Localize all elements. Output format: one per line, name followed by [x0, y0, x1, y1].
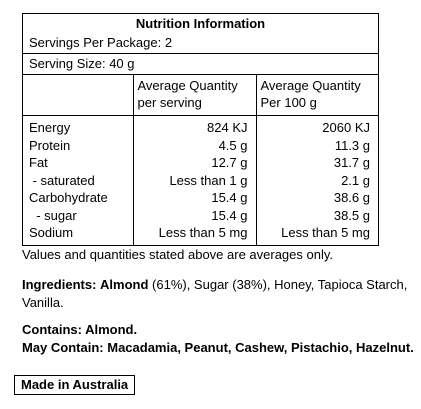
- allergen-statement: Contains: Almond. May Contain: Macadamia…: [22, 321, 414, 357]
- row-per-100g: 31.7 g: [255, 154, 378, 172]
- table-row: Energy 824 KJ 2060 KJ: [23, 115, 378, 137]
- servings-per-package: Servings Per Package: 2: [23, 33, 378, 54]
- header-per-serving: Average Quantity per serving: [132, 75, 256, 116]
- may-contain-line: May Contain: Macadamia, Peanut, Cashew, …: [22, 339, 414, 357]
- row-name: - saturated: [29, 172, 95, 188]
- header-per-100g: Average Quantity Per 100 g: [255, 75, 378, 116]
- ingredients-rest: (61%), Sugar (38%), Honey, Tapioca Starc…: [22, 277, 408, 310]
- table-row: - saturated Less than 1 g 2.1 g: [23, 171, 378, 189]
- may-contain-value: Macadamia, Peanut, Cashew, Pistachio, Ha…: [103, 340, 414, 355]
- row-name: Protein: [29, 137, 71, 153]
- row-per-serving: 824 KJ: [132, 115, 256, 137]
- nutrition-panel: Nutrition Information Servings Per Packa…: [22, 13, 379, 246]
- row-per-serving: Less than 5 mg: [132, 224, 256, 245]
- row-per-serving: 12.7 g: [132, 154, 256, 172]
- header-per-serving-line1: Average Quantity: [137, 78, 238, 93]
- row-per-100g: 38.5 g: [255, 206, 378, 224]
- nutrition-table: Average Quantity per serving Average Qua…: [23, 75, 378, 245]
- panel-title: Nutrition Information: [135, 16, 266, 31]
- row-per-serving: 15.4 g: [132, 206, 256, 224]
- contains-line: Contains: Almond.: [22, 322, 138, 337]
- row-name: Energy: [29, 120, 71, 135]
- row-per-serving: 4.5 g: [132, 136, 256, 154]
- row-name: Fat: [29, 155, 48, 170]
- table-row: - sugar 15.4 g 38.5 g: [23, 206, 378, 224]
- table-row: Sodium Less than 5 mg Less than 5 mg: [23, 224, 378, 245]
- row-name: - sugar: [29, 207, 77, 223]
- row-per-100g: 38.6 g: [255, 189, 378, 207]
- table-row: Protein 4.5 g 11.3 g: [23, 136, 378, 154]
- row-per-100g: 2.1 g: [255, 171, 378, 189]
- header-per-100g-line2: Per 100 g: [260, 95, 317, 110]
- row-per-100g: 11.3 g: [255, 136, 378, 154]
- table-header-row: Average Quantity per serving Average Qua…: [23, 75, 378, 116]
- row-per-serving: Less than 1 g: [132, 171, 256, 189]
- header-per-100g-line1: Average Quantity: [260, 78, 361, 93]
- ingredients-label: Ingredients:: [22, 277, 97, 292]
- row-per-serving: 15.4 g: [132, 189, 256, 207]
- header-blank-cell: [23, 75, 133, 116]
- row-name: Sodium: [29, 225, 74, 240]
- row-per-100g: 2060 KJ: [255, 115, 378, 137]
- table-row: Carbohydrate 15.4 g 38.6 g: [23, 189, 378, 207]
- serving-size: Serving Size: 40 g: [23, 54, 378, 75]
- table-row: Fat 12.7 g 31.7 g: [23, 154, 378, 172]
- may-contain-label: May Contain:: [22, 340, 104, 355]
- header-per-serving-line2: per serving: [137, 95, 202, 110]
- ingredients-first: Almond: [100, 277, 149, 292]
- averages-note: Values and quantities stated above are a…: [22, 247, 334, 262]
- row-per-100g: Less than 5 mg: [255, 224, 378, 245]
- origin-box: Made in Australia: [14, 375, 136, 395]
- row-name: Carbohydrate: [29, 190, 108, 205]
- ingredients-statement: Ingredients: Almond (61%), Sugar (38%), …: [22, 276, 414, 312]
